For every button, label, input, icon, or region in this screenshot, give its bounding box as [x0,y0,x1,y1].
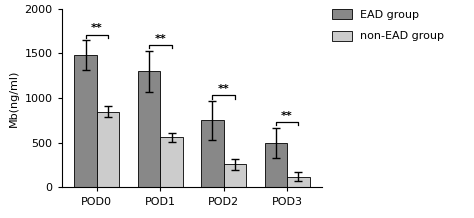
Bar [201,120,224,187]
Bar [160,137,183,187]
Text: **: ** [155,34,166,44]
Text: **: ** [91,23,103,33]
Bar [74,55,97,187]
Bar [138,71,160,187]
Bar [97,111,119,187]
Y-axis label: Mb(ng/ml): Mb(ng/ml) [9,69,19,127]
Text: **: ** [281,111,293,121]
Legend: EAD group, non-EAD group: EAD group, non-EAD group [327,4,449,46]
Bar [264,143,287,187]
Bar [224,164,246,187]
Text: **: ** [218,84,229,94]
Bar [287,177,310,187]
